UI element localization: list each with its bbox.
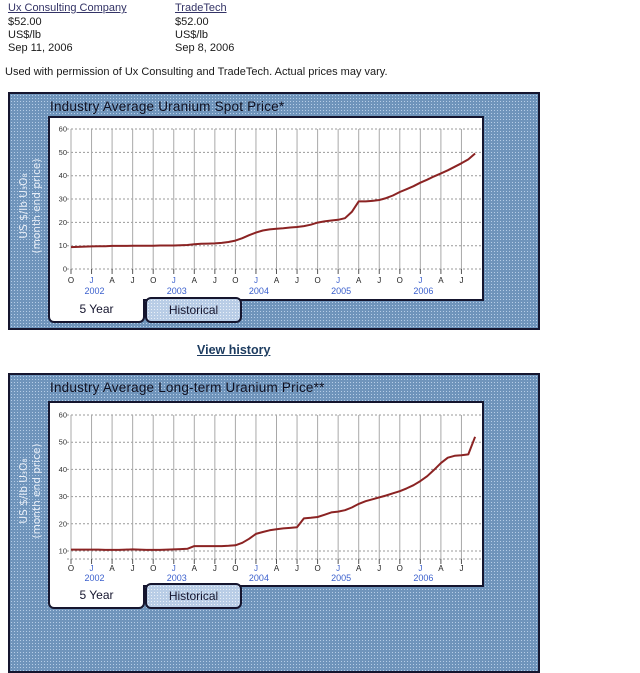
permission-disclaimer: Used with permission of Ux Consulting an… [5, 66, 388, 78]
page: Ux Consulting Company $52.00 US$/lb Sep … [5, 2, 540, 673]
svg-text:O: O [150, 276, 156, 285]
svg-text:O: O [314, 276, 320, 285]
svg-text:J: J [172, 564, 176, 573]
svg-text:30: 30 [59, 492, 67, 501]
tradetech-link[interactable]: TradeTech [175, 2, 227, 14]
long-term-chart-panel: Industry Average Long-term Uranium Price… [8, 373, 540, 673]
svg-text:40: 40 [59, 465, 67, 474]
svg-text:J: J [459, 276, 463, 285]
svg-text:20: 20 [59, 218, 67, 227]
svg-text:J: J [418, 276, 422, 285]
tradetech-price: $52.00 [175, 16, 209, 28]
svg-text:J: J [418, 564, 422, 573]
svg-text:J: J [90, 276, 94, 285]
svg-text:10: 10 [59, 241, 67, 250]
plot-bottom-border [145, 585, 484, 587]
tab-historical-2[interactable]: Historical [145, 583, 242, 609]
svg-text:O: O [397, 564, 403, 573]
svg-text:A: A [438, 564, 444, 573]
svg-text:J: J [459, 564, 463, 573]
svg-text:J: J [254, 276, 258, 285]
svg-text:A: A [274, 276, 280, 285]
svg-text:J: J [131, 276, 135, 285]
svg-text:J: J [254, 564, 258, 573]
plot-bottom-border [145, 299, 484, 301]
tab-5-year-2[interactable]: 5 Year [48, 585, 145, 609]
svg-text:J: J [377, 276, 381, 285]
svg-text:40: 40 [59, 171, 67, 180]
tab-5-year[interactable]: 5 Year [48, 299, 145, 323]
svg-text:2002: 2002 [85, 573, 105, 583]
svg-text:2004: 2004 [249, 573, 269, 583]
svg-text:2006: 2006 [413, 573, 433, 583]
svg-text:2003: 2003 [167, 573, 187, 583]
svg-text:A: A [356, 564, 362, 573]
long-term-chart-title: Industry Average Long-term Uranium Price… [50, 380, 325, 395]
quote-tradetech: TradeTech $52.00 US$/lb Sep 8, 2006 [175, 2, 342, 55]
svg-text:J: J [213, 276, 217, 285]
svg-text:J: J [90, 564, 94, 573]
long-term-y-axis-label: US $/lb U₃O₈ (month end price) [18, 443, 43, 539]
uxc-unit: US$/lb [8, 29, 42, 41]
svg-text:30: 30 [59, 195, 67, 204]
svg-text:0: 0 [63, 265, 67, 274]
svg-text:J: J [213, 564, 217, 573]
uxc-date: Sep 11, 2006 [8, 42, 73, 54]
svg-text:2005: 2005 [331, 286, 351, 296]
svg-text:A: A [109, 564, 115, 573]
tab-historical[interactable]: Historical [145, 297, 242, 323]
tradetech-unit: US$/lb [175, 29, 209, 41]
svg-text:O: O [68, 276, 74, 285]
svg-text:O: O [232, 564, 238, 573]
svg-text:J: J [131, 564, 135, 573]
svg-text:J: J [336, 276, 340, 285]
svg-text:2002: 2002 [85, 286, 105, 296]
svg-text:J: J [172, 276, 176, 285]
price-quotes: Ux Consulting Company $52.00 US$/lb Sep … [8, 2, 342, 55]
uxc-link[interactable]: Ux Consulting Company [8, 2, 127, 14]
svg-text:50: 50 [59, 148, 67, 157]
svg-text:J: J [295, 564, 299, 573]
svg-text:J: J [295, 276, 299, 285]
view-history-link[interactable]: View history [197, 343, 271, 357]
svg-text:O: O [68, 564, 74, 573]
svg-text:2004: 2004 [249, 286, 269, 296]
svg-text:2005: 2005 [331, 573, 351, 583]
quote-uxc: Ux Consulting Company $52.00 US$/lb Sep … [8, 2, 175, 55]
spot-y-axis-label: US $/lb U₃O₈ (month end price) [18, 158, 43, 254]
svg-text:O: O [150, 564, 156, 573]
long-term-plot-area: O J 2002 A J O J 2003 A J O J 2004 A J O J 2005 A J O J 2006 A J… [48, 401, 484, 585]
svg-text:O: O [397, 276, 403, 285]
svg-text:20: 20 [59, 519, 67, 528]
svg-text:A: A [438, 276, 444, 285]
svg-text:A: A [274, 564, 280, 573]
spot-price-chart-panel: Industry Average Uranium Spot Price* US … [8, 92, 540, 330]
spot-plot-area: O J 2002 A J O J 2003 A J O J 2004 A J O J 2005 A J O J 2006 A J… [48, 116, 484, 299]
svg-text:J: J [377, 564, 381, 573]
svg-text:A: A [192, 276, 198, 285]
svg-text:O: O [314, 564, 320, 573]
svg-text:60: 60 [59, 411, 67, 420]
tradetech-date: Sep 8, 2006 [175, 42, 235, 54]
svg-text:60: 60 [59, 125, 67, 134]
svg-text:A: A [109, 276, 115, 285]
svg-text:A: A [356, 276, 362, 285]
uxc-price: $52.00 [8, 16, 42, 28]
svg-text:10: 10 [59, 547, 67, 556]
svg-text:O: O [232, 276, 238, 285]
spot-chart-title: Industry Average Uranium Spot Price* [50, 99, 285, 114]
svg-text:A: A [192, 564, 198, 573]
svg-text:50: 50 [59, 438, 67, 447]
svg-text:2006: 2006 [413, 286, 433, 296]
svg-text:2003: 2003 [167, 286, 187, 296]
svg-text:J: J [336, 564, 340, 573]
